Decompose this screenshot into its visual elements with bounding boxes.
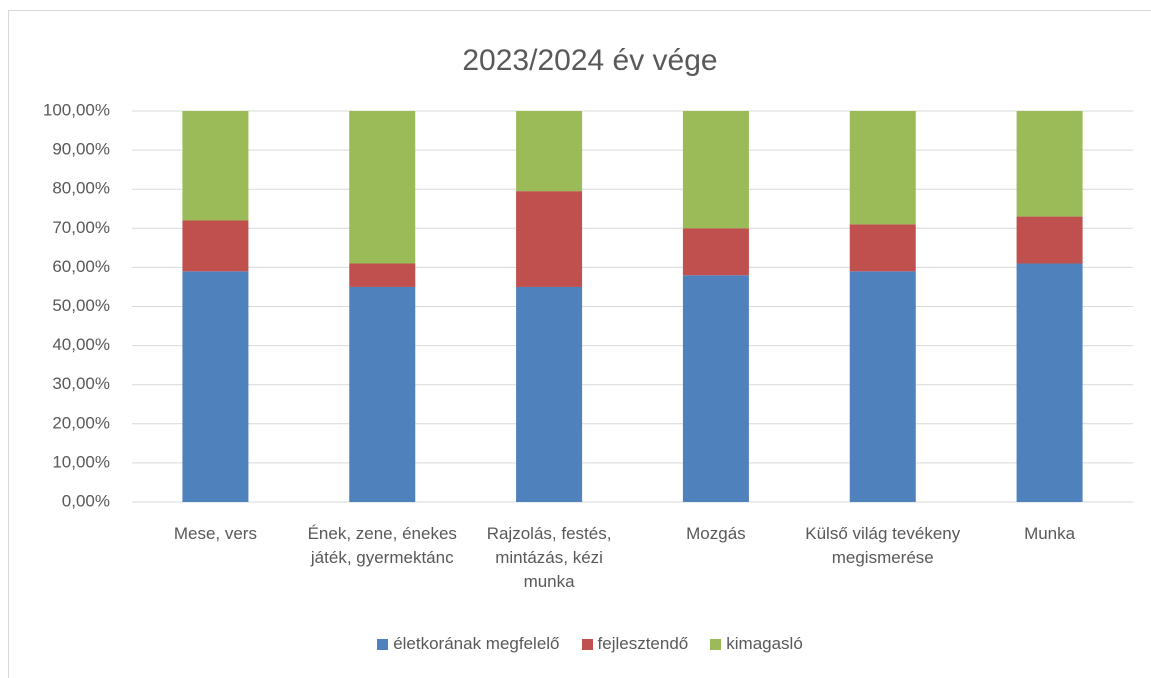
bar-segment bbox=[516, 111, 583, 192]
bar-segment bbox=[1016, 216, 1083, 264]
y-tick-label: 40,00% bbox=[52, 335, 110, 354]
y-tick-label: 30,00% bbox=[52, 374, 110, 393]
bar-segment bbox=[182, 220, 249, 272]
bar-segment bbox=[682, 275, 749, 502]
bar-segment bbox=[849, 111, 916, 225]
x-tick-label: Külső világ tevékeny megismerése bbox=[805, 524, 961, 567]
bar-segment bbox=[682, 228, 749, 276]
bar-segment bbox=[1016, 111, 1083, 217]
legend: életkorának megfelelő fejlesztendő kimagas… bbox=[0, 634, 1151, 654]
x-tick-label: Munka bbox=[1024, 524, 1076, 543]
legend-label: életkorának megfelelő bbox=[393, 634, 560, 653]
y-tick-label: 80,00% bbox=[52, 179, 110, 198]
x-tick-label: Rajzolás, festés, mintázás, kézi munka bbox=[486, 524, 612, 591]
x-tick-label: Ének, zene, énekes játék, gyermektánc bbox=[307, 524, 457, 567]
y-tick-label: 100,00% bbox=[43, 100, 110, 119]
y-tick-label: 70,00% bbox=[52, 218, 110, 237]
x-tick-label: Mese, vers bbox=[173, 524, 257, 543]
y-tick-label: 20,00% bbox=[52, 413, 110, 432]
bar-segment bbox=[349, 111, 416, 264]
y-tick-label: 90,00% bbox=[52, 140, 110, 159]
chart-frame bbox=[8, 10, 1151, 678]
legend-swatch bbox=[377, 638, 389, 650]
legend-label: fejlesztendő bbox=[597, 634, 689, 653]
legend-swatch bbox=[581, 638, 593, 650]
legend-item: kimagasló bbox=[710, 634, 803, 654]
x-tick-label: Mozgás bbox=[686, 524, 746, 543]
legend-item: fejlesztendő bbox=[581, 634, 689, 654]
legend-swatch bbox=[710, 638, 722, 650]
legend-label: kimagasló bbox=[726, 634, 803, 653]
bar-segment bbox=[516, 191, 583, 287]
y-tick-label: 50,00% bbox=[52, 296, 110, 315]
bar-segment bbox=[349, 286, 416, 502]
y-tick-label: 10,00% bbox=[52, 452, 110, 471]
bar-segment bbox=[349, 263, 416, 287]
bar-segment bbox=[182, 271, 249, 502]
bar-segment bbox=[516, 286, 583, 502]
bar-segment bbox=[1016, 263, 1083, 502]
y-tick-label: 0,00% bbox=[62, 491, 110, 510]
legend-item: életkorának megfelelő bbox=[377, 634, 560, 654]
y-tick-label: 60,00% bbox=[52, 257, 110, 276]
bar-segment bbox=[849, 224, 916, 272]
bar-segment bbox=[682, 111, 749, 229]
bar-segment bbox=[849, 271, 916, 502]
chart-title: 2023/2024 év vége bbox=[462, 44, 717, 77]
bar-segment bbox=[182, 111, 249, 221]
